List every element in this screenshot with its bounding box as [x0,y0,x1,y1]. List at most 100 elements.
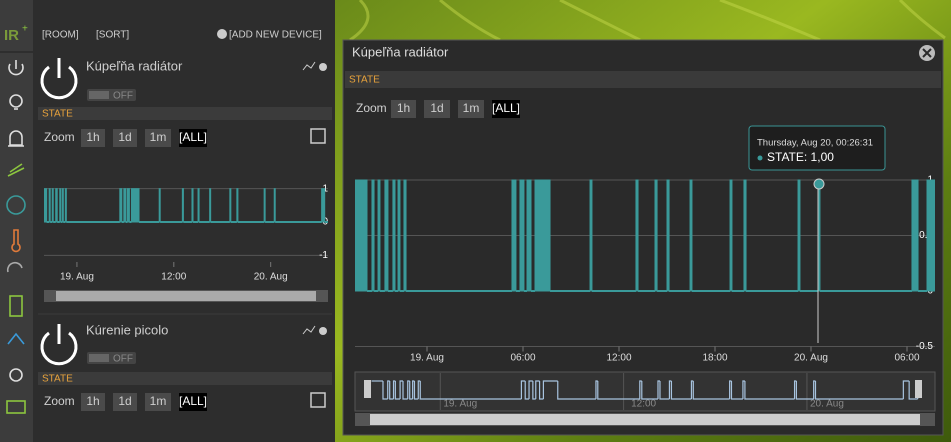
add-icon[interactable] [217,29,227,39]
step-segment [417,380,421,399]
step-segment [595,380,598,399]
zoom-button[interactable] [113,393,137,411]
zoom-button-label[interactable]: 1m [150,394,167,408]
step-area [130,188,140,223]
step-area [123,188,127,223]
step-area [64,188,67,223]
step-segment [692,381,730,400]
zoom-button[interactable] [81,129,105,147]
step-area [181,188,184,223]
grass-blades [349,0,946,42]
step-area [119,188,123,223]
zoom-button-label[interactable]: [ALL] [179,394,207,408]
chart-icon[interactable] [302,325,316,335]
export-icon[interactable] [310,392,326,408]
zoom-button[interactable] [492,100,520,118]
step-segment [532,381,536,400]
step-segment [419,381,522,400]
hover-point [813,178,825,190]
step-segment [744,381,795,400]
device-card: Kúpeľňa radiátor OFF STATE Zoom 1h 1d 1m [A… [38,58,332,315]
step-area [511,179,517,292]
zoom-button[interactable] [458,100,484,118]
zoom-button-label[interactable]: 1h [397,101,410,115]
step-segment [387,380,390,399]
zoom-button[interactable] [145,129,171,147]
zoom-button-label[interactable]: 1h [86,130,99,144]
settings-icon[interactable] [319,63,327,71]
step-area [911,179,919,292]
zoom-button-label[interactable]: 1d [118,394,131,408]
step-area [236,188,239,223]
step-segment [793,380,797,399]
x-tick-label: 06:00 [894,353,919,364]
zoom-button-label[interactable]: [ALL] [179,130,207,144]
zoom-button[interactable] [179,393,207,411]
device-name: Kúrenie picolo [86,322,168,337]
toggle-label: OFF [113,91,133,102]
section-bar [38,372,332,385]
room-button[interactable]: [ROOM] [42,30,79,41]
step-segment [535,380,540,399]
toggle-knob [89,91,109,99]
zoom-button[interactable] [113,129,137,147]
power-icon[interactable] [40,331,78,366]
step-area [209,188,212,223]
sidebar-icons[interactable] [0,51,33,414]
step-segment [742,380,745,399]
scrollbar-thumb[interactable] [370,414,920,425]
step-segment [730,381,743,400]
zoom-button-label[interactable]: 1m [150,130,167,144]
step-area [519,179,525,292]
zoom-button-label[interactable]: 1d [430,101,443,115]
navigator[interactable] [354,371,936,412]
step-area [197,188,200,223]
zoom-button-label[interactable]: [ALL] [492,101,520,115]
y-tick-label: 0.5 [919,230,933,241]
step-segment [659,381,670,400]
chart-icon[interactable] [302,61,316,71]
step-segment [813,380,816,399]
step-area [377,179,381,292]
add-device-button[interactable]: [ADD NEW DEVICE] [229,30,322,41]
step-segment [413,381,419,400]
step-area [59,188,62,223]
step-area [926,179,935,292]
step-segment [557,381,596,400]
zoom-button[interactable] [391,100,416,118]
export-icon[interactable] [310,128,326,144]
zoom-button-label[interactable]: 1m [463,101,480,115]
sort-button[interactable]: [SORT] [96,30,129,41]
x-tick-label: 20. Aug [254,272,288,283]
step-area [51,188,54,223]
device-name: Kúpeľňa radiátor [86,58,183,73]
navigator-handle[interactable] [364,380,371,398]
zoom-button-label[interactable]: 1h [86,394,99,408]
step-area [321,188,326,223]
tooltip-label: STATE: 1,00 [767,150,834,164]
settings-icon[interactable] [319,327,327,335]
step-area [273,188,276,223]
navigator-tick-label: 20. Aug [810,399,844,410]
step-segment [670,381,692,400]
zoom-button[interactable] [179,129,207,147]
zoom-label: Zoom [356,101,387,115]
zoom-button[interactable] [424,100,450,118]
step-segment [641,381,658,400]
scrollbar-thumb[interactable] [56,291,316,301]
navigator-series: 19. Aug 12:00 20. Aug [371,373,920,410]
logo[interactable]: IR [4,27,19,44]
navigator-handle[interactable] [915,380,922,398]
zoom-button-label[interactable]: 1d [118,130,131,144]
zoom-buttons: 1h 1d 1m [ALL] [81,129,207,147]
y-tick-label: 1 [322,183,328,194]
toggle-knob [89,354,109,362]
step-segment [639,380,642,399]
zoom-button[interactable] [145,393,171,411]
step-segment [902,380,910,399]
power-icon[interactable] [40,65,78,100]
step-area [48,188,51,223]
zoom-button[interactable] [81,393,105,411]
step-segment [520,380,526,399]
